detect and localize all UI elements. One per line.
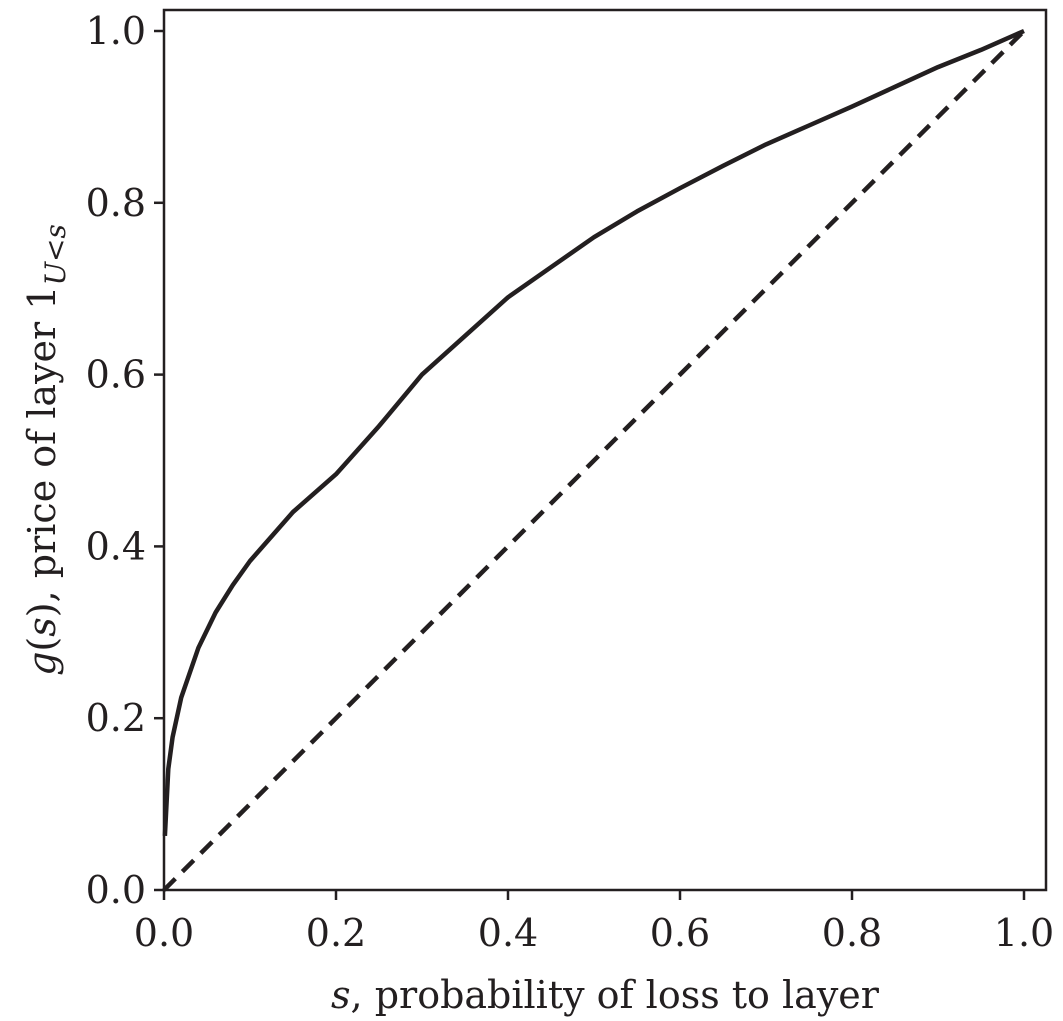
y-tick-label-5: 1.0: [86, 9, 146, 53]
series-lines: [162, 28, 1026, 892]
y-axis-label: g(s), price of layer 1U<s: [20, 224, 72, 676]
x-tick-label-4: 0.8: [822, 911, 882, 955]
plot-frame: [162, 8, 1048, 892]
series-dashed-line: [162, 29, 1026, 892]
x-tick-label-2: 0.4: [478, 911, 538, 955]
x-tick-label-0: 0.0: [134, 911, 194, 955]
y-tick-label-3: 0.6: [86, 353, 146, 397]
axis-ticks: 0.0 0.2 0.4 0.6 0.8 1.0 0.0 0.2 0.4 0.6 0.8 1.0: [86, 9, 1055, 955]
y-tick-label-0: 0.0: [86, 868, 146, 912]
x-tick-label-3: 0.6: [650, 911, 710, 955]
x-tick-label-1: 0.2: [306, 911, 366, 955]
y-tick-label-2: 0.4: [86, 524, 146, 568]
series-solid-line: [162, 28, 1025, 837]
y-tick-label-1: 0.2: [86, 696, 146, 740]
y-tick-label-4: 0.8: [86, 181, 146, 225]
x-tick-label-5: 1.0: [994, 911, 1054, 955]
x-axis-label: s, probability of loss to layer: [331, 973, 880, 1017]
